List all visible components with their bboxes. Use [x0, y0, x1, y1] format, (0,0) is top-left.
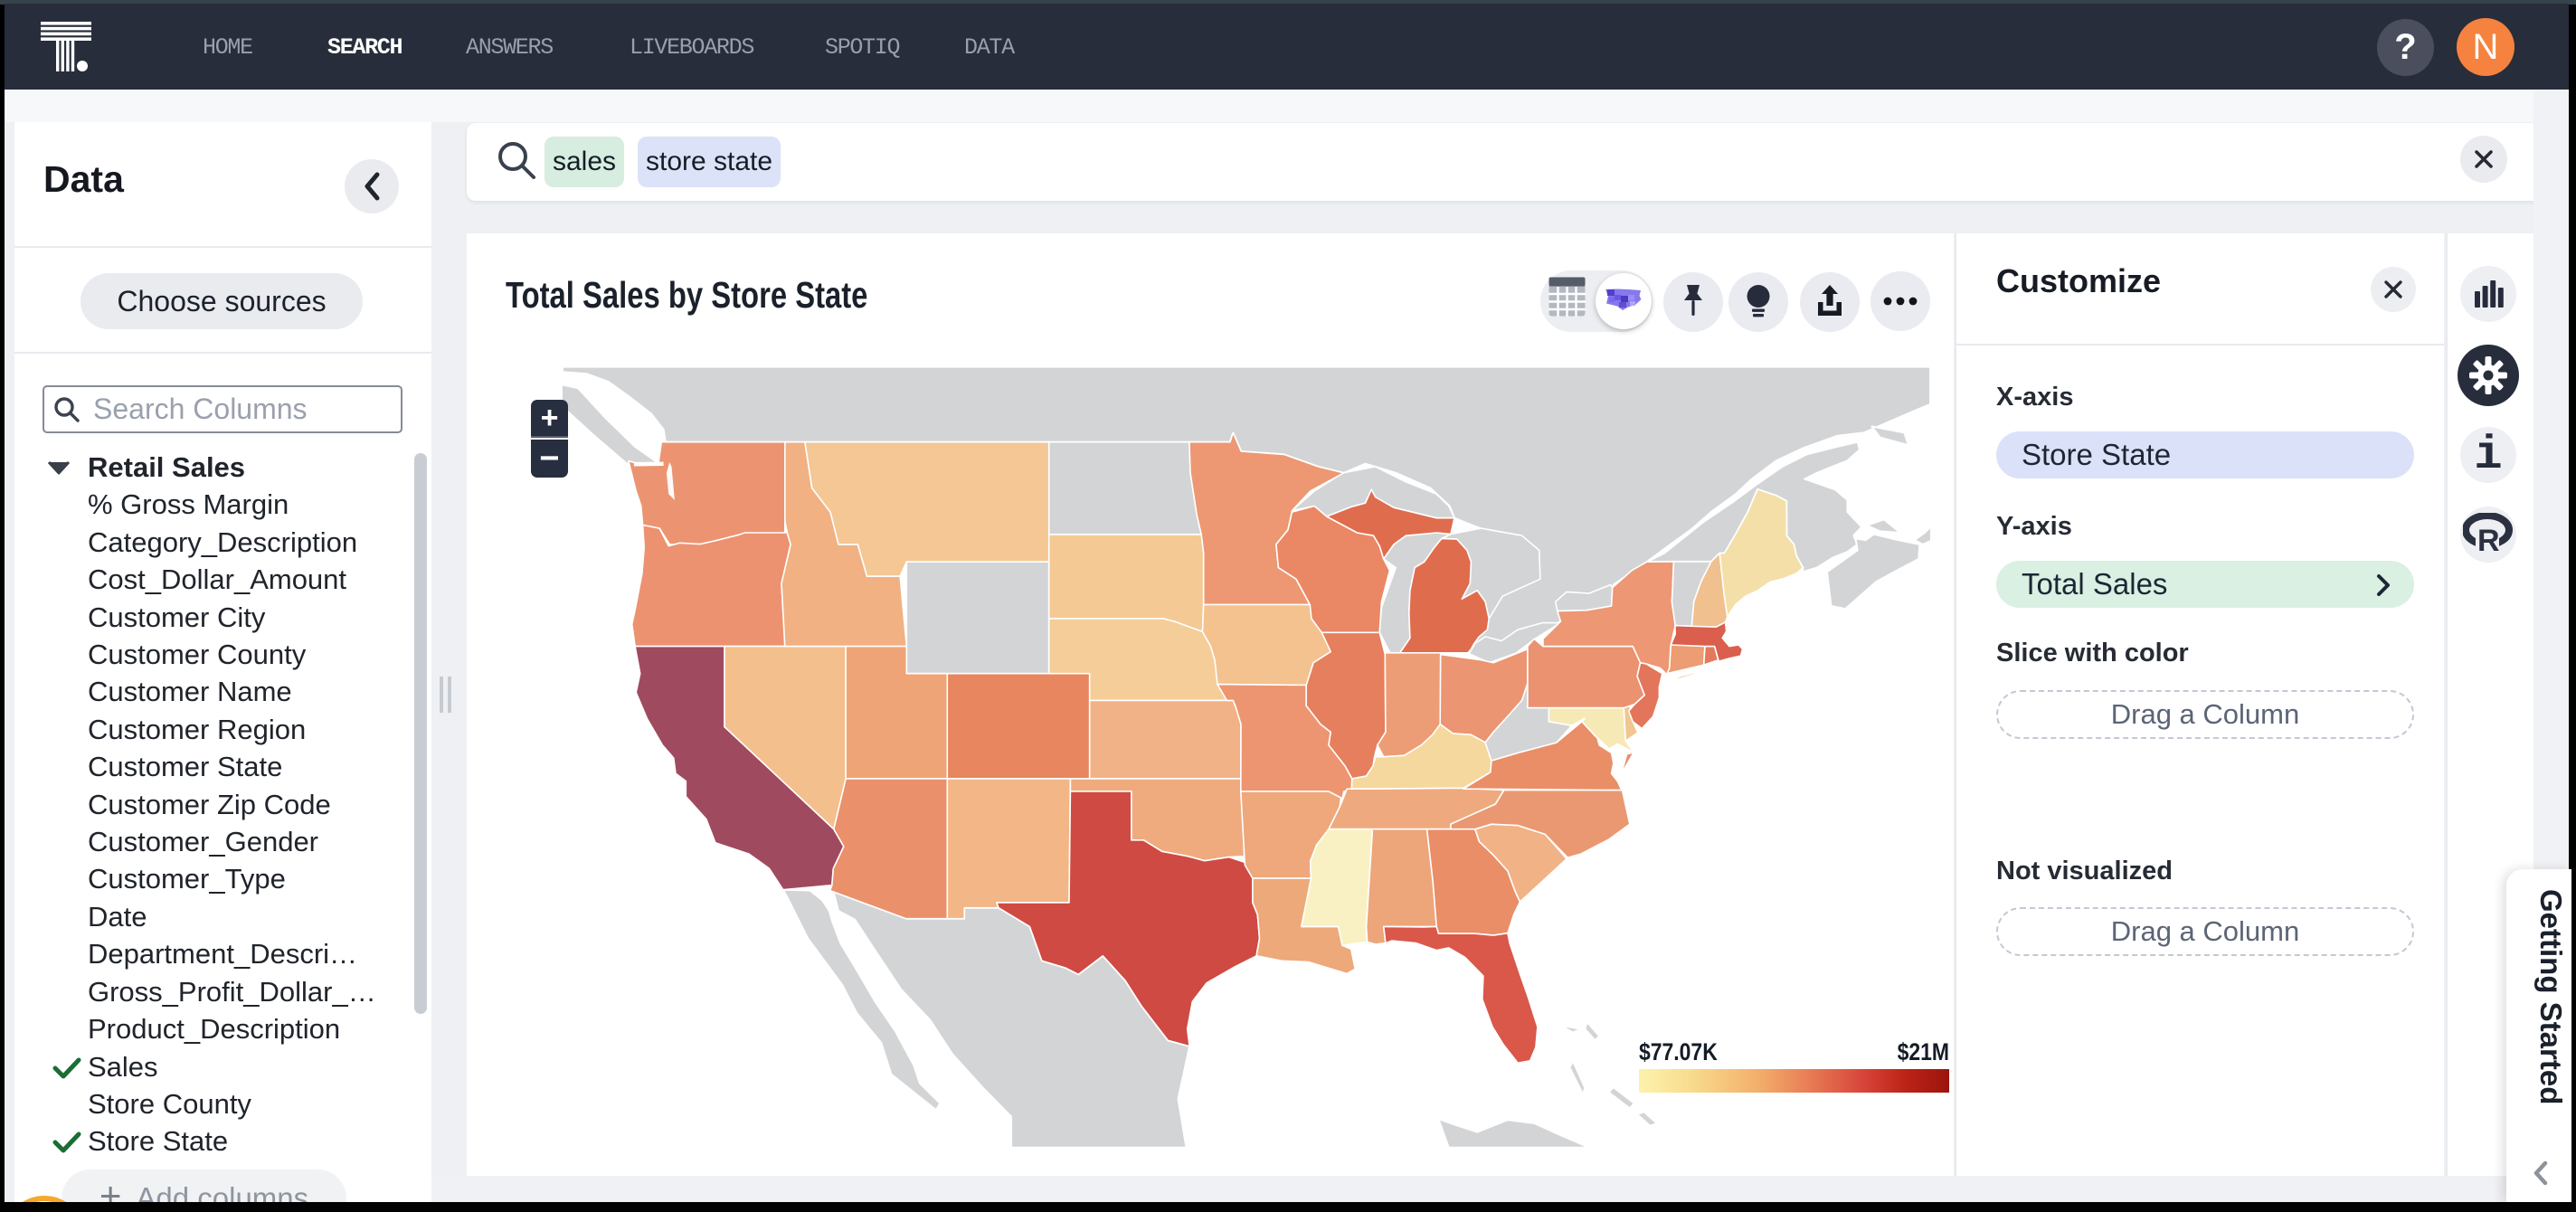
svg-text:R: R — [2477, 524, 2500, 556]
